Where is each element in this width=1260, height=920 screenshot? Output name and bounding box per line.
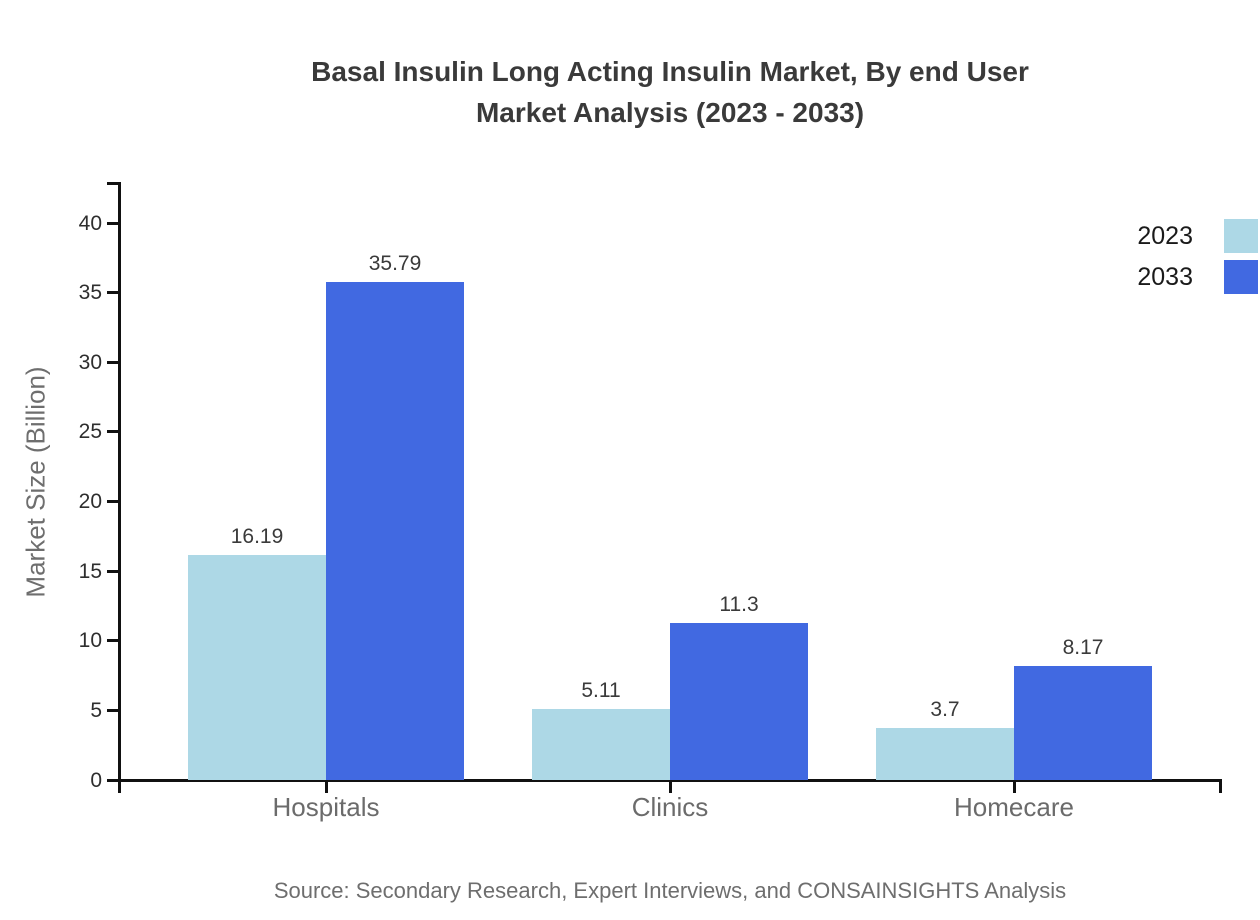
y-axis-tick-label: 10 — [78, 629, 102, 653]
bar-value-homecare-2033: 8.17 — [1062, 636, 1104, 660]
x-axis-tick — [324, 780, 328, 793]
bar-value-clinics-2023: 5.11 — [581, 678, 621, 702]
bar-value-homecare-2023: 3.7 — [930, 698, 960, 722]
source-note: Source: Secondary Research, Expert Inter… — [273, 878, 1067, 903]
y-axis-tick-label: 20 — [78, 490, 102, 513]
bar-value-clinics-2033: 11.3 — [719, 592, 759, 616]
y-axis-tick-label: 0 — [90, 768, 102, 792]
legend-swatch-2033 — [1224, 260, 1258, 294]
x-axis-tick — [1012, 780, 1016, 793]
y-axis-tick-label: 25 — [78, 420, 102, 444]
bar-hospitals-2033 — [326, 281, 464, 780]
legend: 2023 2033 — [1137, 219, 1258, 301]
legend-item-2023: 2023 — [1137, 219, 1258, 253]
bar-value-hospitals-2033: 35.79 — [368, 251, 422, 275]
legend-item-2033: 2033 — [1137, 260, 1258, 294]
y-axis-tick-label: 40 — [78, 211, 102, 235]
bar-clinics-2023 — [532, 708, 670, 780]
legend-label-2023: 2023 — [1137, 221, 1193, 250]
plot-area: 0 5 10 15 20 25 30 35 40 Hospitals 16.19 35.79 Clini… — [79, 182, 1222, 822]
y-axis-top-cap — [107, 182, 118, 185]
y-axis-tick — [107, 221, 118, 225]
bar-clinics-2033 — [670, 622, 808, 780]
y-axis-tick — [107, 639, 118, 643]
y-axis-tick-label: 30 — [78, 350, 102, 374]
y-axis-tick — [107, 569, 118, 573]
bar-homecare-2023 — [876, 728, 1014, 780]
y-axis-tick-label: 15 — [78, 559, 102, 583]
y-axis-tick — [107, 360, 118, 364]
category-label-homecare: Homecare — [954, 792, 1074, 822]
chart-title: Basal Insulin Long Acting Insulin Market… — [80, 51, 1260, 133]
category-label-clinics: Clinics — [631, 792, 709, 822]
legend-swatch-2023 — [1224, 219, 1258, 253]
y-axis-title: Market Size (Billion) — [20, 366, 51, 598]
bar-hospitals-2023 — [188, 554, 326, 780]
x-axis-end-cap — [1219, 779, 1222, 793]
chart-title-line-1: Basal Insulin Long Acting Insulin Market… — [311, 56, 1029, 87]
y-axis-tick-label: 5 — [90, 698, 102, 722]
y-axis-tick — [107, 500, 118, 503]
y-axis-line — [118, 182, 121, 793]
legend-label-2033: 2033 — [1137, 262, 1193, 291]
y-axis-tick-label: 35 — [78, 281, 102, 305]
bar-homecare-2033 — [1014, 666, 1152, 780]
category-label-hospitals: Hospitals — [272, 792, 380, 822]
bar-value-hospitals-2023: 16.19 — [230, 524, 284, 548]
y-axis-tick — [107, 708, 118, 712]
x-axis-tick — [668, 780, 672, 793]
chart-title-line-2: Market Analysis (2023 - 2033) — [475, 97, 865, 128]
y-axis-tick — [107, 778, 118, 782]
y-axis-tick — [107, 291, 118, 295]
y-axis-tick — [107, 430, 118, 434]
